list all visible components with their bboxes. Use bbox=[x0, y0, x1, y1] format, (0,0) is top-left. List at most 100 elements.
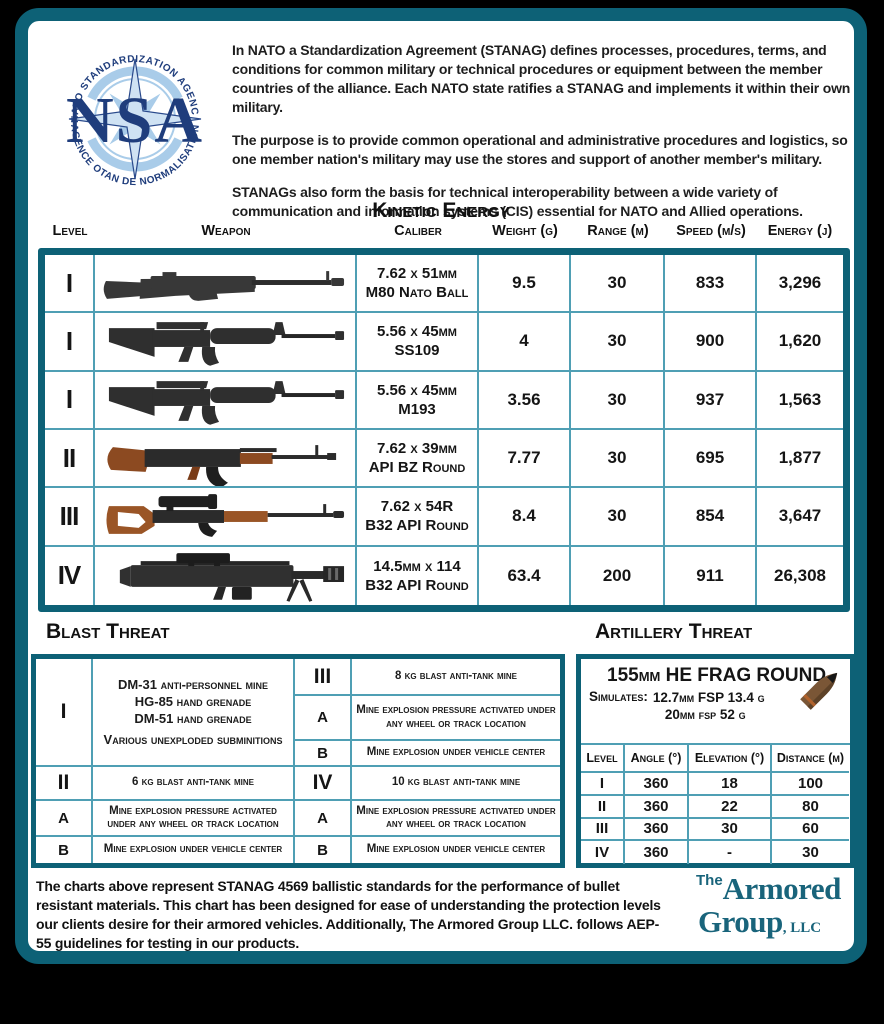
caliber-cell: 7.62 x 54R B32 API Round bbox=[357, 488, 479, 547]
intro-paragraph-3: STANAGs also form the basis for technica… bbox=[232, 184, 803, 219]
blast-a-text: Mine explosion pressure activated under … bbox=[352, 801, 560, 837]
kinetic-energy-table: I 7.62 x 51mm M80 N bbox=[38, 248, 850, 612]
artillery-threat-title: Artillery Threat bbox=[595, 620, 753, 643]
threat-line: DM-51 hand grenade bbox=[134, 711, 252, 726]
header-weapon: Weapon bbox=[201, 223, 251, 239]
art-elevation-cell: - bbox=[689, 841, 772, 865]
logo-armored: Armored bbox=[722, 871, 842, 906]
caliber-cell: 7.62 x 39mm API BZ Round bbox=[357, 429, 479, 489]
level-cell: I bbox=[45, 255, 95, 314]
art-angle-cell: 360 bbox=[625, 818, 689, 842]
logo-the: The bbox=[696, 872, 723, 889]
logo-llc: , LLC bbox=[782, 920, 822, 936]
artillery-round-title: 155mm HE FRAG ROUND bbox=[607, 665, 827, 686]
level-cell: I bbox=[45, 371, 95, 430]
caliber-line-2: B32 API Round bbox=[365, 517, 469, 535]
energy-cell: 1,563 bbox=[757, 372, 843, 430]
document-card: NSA NATO STANDARDIZATION AGENCY AGENCE O… bbox=[15, 8, 867, 964]
simulates-line-2: 20mm fsp 52 g bbox=[664, 707, 746, 722]
kinetic-header-row: Level Weapon Caliber Weight (g) Range (m… bbox=[45, 223, 843, 239]
level-cell: III bbox=[45, 488, 95, 547]
nsa-compass-icon bbox=[68, 58, 202, 180]
simulates-label: Simulates: bbox=[589, 689, 648, 704]
blast-a-label: A bbox=[36, 801, 93, 837]
art-angle-cell: 360 bbox=[625, 841, 689, 865]
caliber-line-2: B32 API Round bbox=[365, 576, 469, 594]
art-level-cell: I bbox=[581, 773, 625, 796]
header-level: Level bbox=[52, 223, 88, 239]
artillery-grid: Level Angle (°) Elevation (°) Distance (… bbox=[581, 745, 850, 865]
header-range: Range (m) bbox=[587, 223, 649, 239]
header-energy: Energy (j) bbox=[767, 223, 833, 239]
threat-line: DM-31 anti-personnel mine bbox=[117, 677, 269, 692]
blast-b-text: Mine explosion under vehicle center bbox=[352, 741, 560, 767]
range-cell: 30 bbox=[571, 313, 665, 372]
blast-b-label: B bbox=[295, 837, 352, 863]
footer-description: The charts above represent STANAG 4569 b… bbox=[36, 878, 661, 951]
speed-cell: 911 bbox=[665, 546, 757, 605]
art-header-angle: Angle (°) bbox=[625, 745, 689, 773]
kinetic-energy-title: Kinetic Energy bbox=[372, 199, 510, 222]
caliber-line-1: 5.56 x 45mm bbox=[377, 381, 457, 399]
art-level-cell: II bbox=[581, 795, 625, 819]
energy-cell: 3,296 bbox=[757, 255, 843, 314]
weapon-cell bbox=[95, 429, 357, 489]
range-cell: 30 bbox=[571, 371, 665, 430]
blast-b-label: B bbox=[36, 837, 93, 863]
blast-level-i-threats: DM-31 anti-personnel mine HG-85 hand gre… bbox=[93, 659, 295, 767]
armored-group-logo: TheArmored Group, LLC bbox=[696, 873, 868, 937]
art-distance-cell: 100 bbox=[772, 773, 849, 796]
caliber-cell: 7.62 x 51mm M80 Nato Ball bbox=[357, 255, 479, 314]
blast-threat-table: I DM-31 anti-personnel mine HG-85 hand g… bbox=[31, 654, 565, 868]
weapon-cell bbox=[95, 313, 357, 372]
caliber-line-2: M80 Nato Ball bbox=[365, 284, 469, 302]
weight-cell: 63.4 bbox=[479, 546, 571, 605]
m16-rifle-image bbox=[108, 380, 345, 425]
art-distance-cell: 80 bbox=[772, 796, 849, 819]
art-elevation-cell: 22 bbox=[689, 795, 772, 819]
weapon-cell bbox=[95, 371, 357, 430]
logo-group: Group bbox=[698, 904, 783, 939]
caliber-line-1: 7.62 x 39mm bbox=[377, 440, 457, 458]
energy-cell: 1,877 bbox=[757, 430, 843, 489]
dragunov-svd-rifle-image bbox=[106, 494, 345, 538]
intro-paragraph-2: The purpose is to provide common operati… bbox=[232, 132, 848, 167]
art-header-elevation: Elevation (°) bbox=[689, 745, 772, 773]
blast-b-label: B bbox=[295, 741, 352, 767]
nsa-logo: NSA NATO STANDARDIZATION AGENCY AGENCE O… bbox=[52, 41, 204, 188]
caliber-line-2: API BZ Round bbox=[368, 459, 466, 477]
weight-cell: 3.56 bbox=[479, 371, 571, 430]
blast-level-i: I bbox=[36, 659, 93, 767]
caliber-line-1: 14.5mm x 114 bbox=[373, 557, 461, 575]
blast-level-iv: IV bbox=[295, 767, 352, 801]
speed-cell: 695 bbox=[665, 429, 757, 489]
nsa-letters: NSA bbox=[66, 84, 204, 157]
caliber-line-1: 7.62 x 51mm bbox=[377, 265, 457, 283]
m16-rifle-image bbox=[108, 322, 345, 367]
blast-a-text: Mine explosion pressure activated under … bbox=[93, 801, 295, 837]
range-cell: 30 bbox=[571, 488, 665, 547]
art-angle-cell: 360 bbox=[625, 773, 689, 796]
speed-cell: 833 bbox=[665, 255, 757, 314]
header-caliber: Caliber bbox=[394, 223, 442, 239]
range-cell: 30 bbox=[571, 429, 665, 489]
header-speed: Speed (m/s) bbox=[676, 223, 746, 239]
blast-iv-text: 10 kg blast anti-tank mine bbox=[352, 767, 560, 801]
threat-line: Various unexploded subminitions bbox=[103, 732, 283, 747]
blast-a-label: A bbox=[295, 801, 352, 837]
weapon-cell bbox=[95, 255, 357, 314]
blast-a-label: A bbox=[295, 696, 352, 741]
header-weight: Weight (g) bbox=[492, 223, 558, 239]
art-distance-cell: 60 bbox=[772, 819, 849, 842]
blast-b-text: Mine explosion under vehicle center bbox=[366, 843, 546, 856]
caliber-line-1: 5.56 x 45mm bbox=[377, 323, 457, 341]
caliber-cell: 5.56 x 45mm SS109 bbox=[357, 313, 479, 372]
artillery-round-header: 155mm HE FRAG ROUND Simulates: 12.7mm FS… bbox=[581, 659, 850, 745]
artillery-simulates: Simulates: 12.7mm FSP 13.4 g 20mm fsp 52… bbox=[589, 689, 846, 723]
energy-cell: 1,620 bbox=[757, 313, 843, 372]
art-header-level: Level bbox=[581, 745, 625, 773]
level-cell: I bbox=[45, 313, 95, 372]
blast-b-text: Mine explosion under vehicle center bbox=[93, 837, 295, 863]
energy-cell: 3,647 bbox=[757, 488, 843, 547]
level-cell: II bbox=[45, 429, 95, 489]
